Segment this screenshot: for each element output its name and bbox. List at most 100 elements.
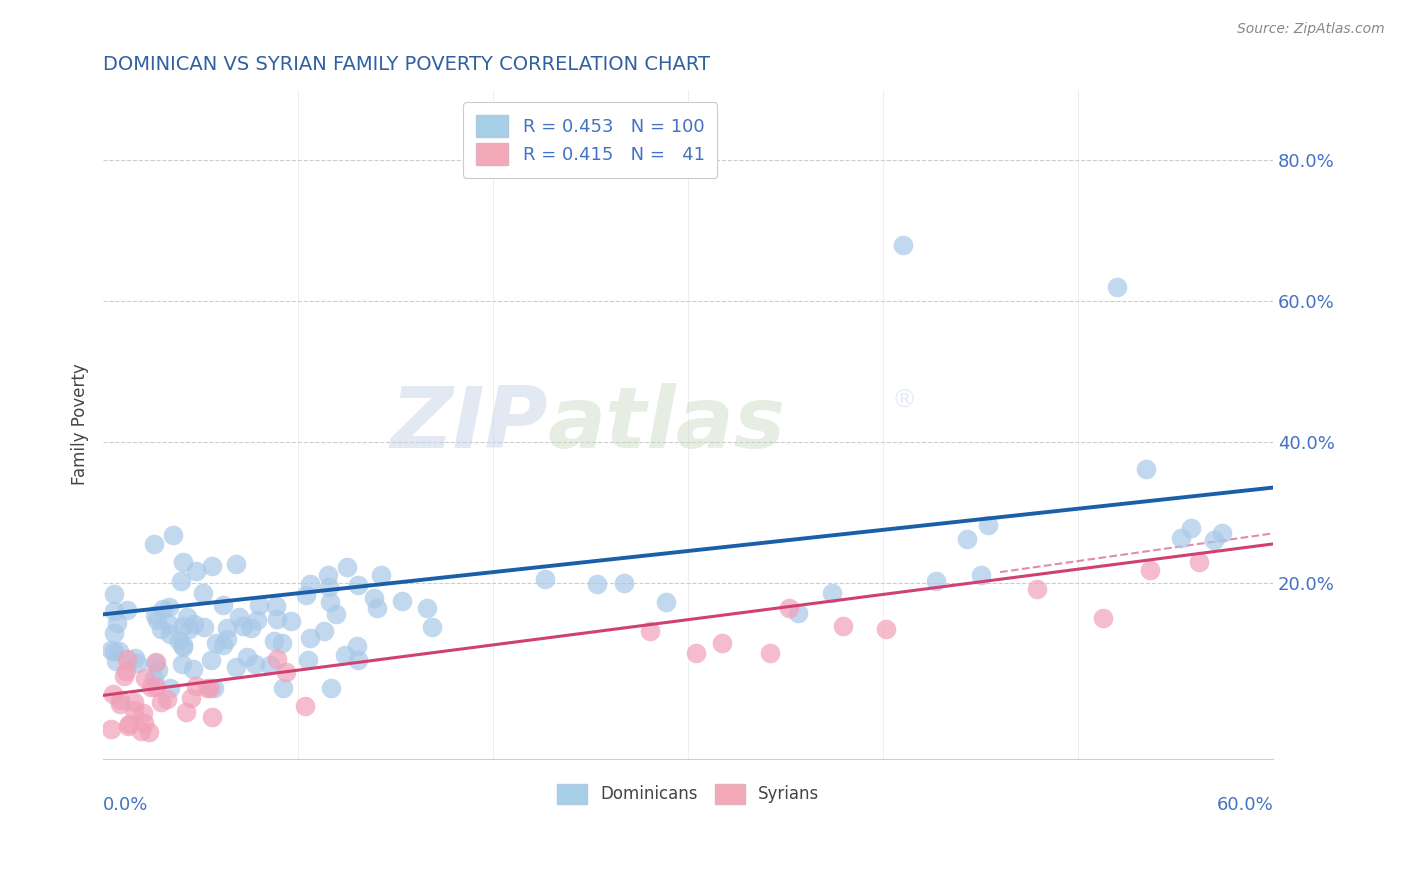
Point — [970, 567, 993, 582]
Point — [325, 607, 347, 621]
Point — [1211, 526, 1233, 541]
Point — [346, 639, 368, 653]
Point — [139, 681, 162, 695]
Point — [143, 537, 166, 551]
Point — [143, 656, 166, 670]
Point — [1204, 533, 1226, 548]
Point — [157, 616, 180, 631]
Point — [124, 651, 146, 665]
Point — [145, 681, 167, 695]
Point — [201, 710, 224, 724]
Point — [172, 638, 194, 652]
Point — [118, 716, 141, 731]
Point — [318, 580, 340, 594]
Text: ZIP: ZIP — [389, 383, 548, 466]
Point — [264, 599, 287, 614]
Point — [228, 610, 250, 624]
Point — [100, 723, 122, 737]
Point — [183, 662, 205, 676]
Point — [266, 652, 288, 666]
Point — [1105, 280, 1128, 294]
Point — [145, 655, 167, 669]
Point — [159, 681, 181, 696]
Point — [1170, 531, 1192, 545]
Point — [875, 622, 897, 636]
Point — [150, 622, 173, 636]
Text: ®: ® — [891, 389, 917, 413]
Point — [170, 657, 193, 672]
Point — [212, 598, 235, 612]
Point — [613, 575, 636, 590]
Point — [211, 638, 233, 652]
Point — [159, 627, 181, 641]
Point — [162, 528, 184, 542]
Point — [105, 616, 128, 631]
Point — [107, 644, 129, 658]
Point — [145, 613, 167, 627]
Point — [366, 600, 388, 615]
Point — [183, 617, 205, 632]
Point — [259, 658, 281, 673]
Point — [319, 681, 342, 696]
Point — [225, 557, 247, 571]
Point — [143, 607, 166, 622]
Point — [100, 643, 122, 657]
Point — [298, 577, 321, 591]
Point — [297, 653, 319, 667]
Point — [420, 620, 443, 634]
Point — [173, 555, 195, 569]
Point — [249, 598, 271, 612]
Point — [215, 622, 238, 636]
Point — [180, 690, 202, 705]
Point — [105, 654, 128, 668]
Point — [172, 640, 194, 654]
Point — [134, 671, 156, 685]
Point — [174, 705, 197, 719]
Point — [276, 665, 298, 679]
Point — [157, 600, 180, 615]
Point — [295, 588, 318, 602]
Point — [138, 725, 160, 739]
Point — [1139, 563, 1161, 577]
Point — [103, 604, 125, 618]
Point — [193, 620, 215, 634]
Point — [232, 618, 254, 632]
Point — [152, 602, 174, 616]
Point — [270, 636, 292, 650]
Point — [134, 715, 156, 730]
Point — [280, 615, 302, 629]
Point — [271, 681, 294, 696]
Point — [246, 613, 269, 627]
Point — [298, 632, 321, 646]
Point — [891, 237, 914, 252]
Point — [336, 560, 359, 574]
Point — [167, 633, 190, 648]
Point — [202, 681, 225, 696]
Point — [149, 695, 172, 709]
Point — [346, 652, 368, 666]
Text: 0.0%: 0.0% — [103, 796, 149, 814]
Point — [117, 719, 139, 733]
Point — [316, 567, 339, 582]
Text: 60.0%: 60.0% — [1216, 796, 1272, 814]
Point — [346, 577, 368, 591]
Point — [239, 622, 262, 636]
Point — [263, 633, 285, 648]
Point — [122, 695, 145, 709]
Point — [172, 619, 194, 633]
Y-axis label: Family Poverty: Family Poverty — [72, 363, 89, 485]
Point — [319, 595, 342, 609]
Point — [201, 558, 224, 573]
Point — [108, 693, 131, 707]
Point — [370, 568, 392, 582]
Point — [198, 681, 221, 695]
Point — [127, 656, 149, 670]
Point — [103, 625, 125, 640]
Text: atlas: atlas — [548, 383, 786, 466]
Point — [821, 586, 844, 600]
Point — [193, 586, 215, 600]
Text: DOMINICAN VS SYRIAN FAMILY POVERTY CORRELATION CHART: DOMINICAN VS SYRIAN FAMILY POVERTY CORRE… — [103, 55, 710, 74]
Point — [148, 663, 170, 677]
Point — [314, 624, 336, 639]
Text: Source: ZipAtlas.com: Source: ZipAtlas.com — [1237, 22, 1385, 37]
